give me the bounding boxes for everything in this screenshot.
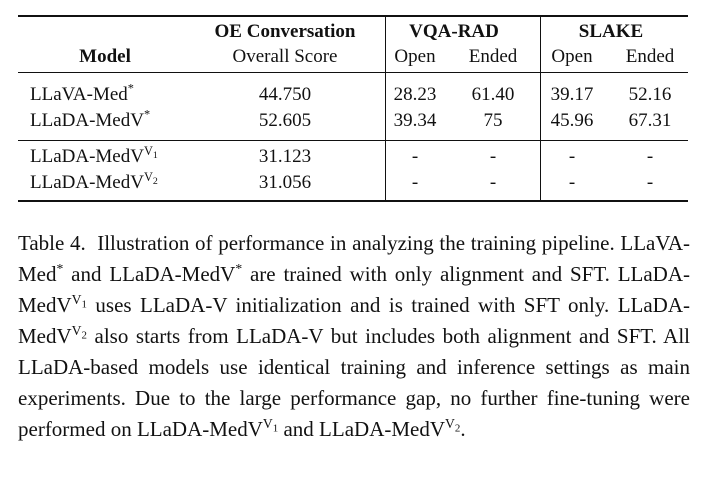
value-cell: 39.17: [550, 84, 594, 105]
caption-sup: V2: [71, 322, 87, 342]
caption-sub: 2: [81, 329, 87, 342]
model-sup: *: [127, 81, 134, 96]
value-cell: 31.123: [258, 146, 312, 167]
caption: Table 4. Illustration of performance in …: [18, 228, 690, 445]
group-rule: [18, 140, 688, 141]
value-cell: 67.31: [628, 110, 672, 131]
group-title: VQA-RAD: [409, 21, 499, 42]
column-rule: [385, 15, 386, 201]
model-cell: LLaDA-MedVV2: [30, 169, 158, 194]
model-cell: LLaVA-Med*: [30, 81, 134, 106]
caption-text: are trained with only alignment and SFT.…: [18, 262, 691, 317]
value-cell: -: [489, 172, 497, 193]
value-cell: -: [568, 146, 576, 167]
caption-sup: *: [56, 260, 64, 276]
model-sup: V1: [143, 143, 158, 161]
caption-sup: V1: [71, 291, 87, 311]
value-cell: -: [646, 146, 654, 167]
caption-text: and LLaDA-MedV: [278, 417, 446, 441]
column-header: Ended: [468, 46, 518, 67]
top-rule: [18, 15, 688, 17]
value-cell: -: [568, 172, 576, 193]
model-name: LLaDA-MedV: [30, 110, 144, 131]
value-cell: 61.40: [471, 84, 515, 105]
column-header: Ended: [625, 46, 675, 67]
column-header: Open: [394, 46, 436, 67]
value-cell: 44.750: [258, 84, 312, 105]
caption-sup: *: [235, 260, 243, 276]
caption-sub: 1: [81, 298, 87, 311]
bottom-rule: [18, 200, 688, 202]
caption-text: uses LLaDA-V initialization and is train…: [18, 293, 690, 348]
value-cell: -: [646, 172, 654, 193]
model-name: LLaDA-MedV: [30, 146, 144, 167]
header-rule: [18, 72, 688, 73]
model-sup: *: [143, 107, 151, 122]
value-cell: 75: [483, 110, 503, 131]
model-cell: LLaDA-MedV*: [30, 107, 151, 132]
caption-text: also starts from LLaDA-V but includes bo…: [18, 324, 690, 441]
column-header: Open: [551, 46, 593, 67]
caption-sub: 2: [454, 422, 461, 435]
group-title: OE Conversation: [214, 21, 356, 42]
caption-text: .: [460, 417, 466, 441]
value-cell: -: [411, 172, 419, 193]
caption-sup: V1: [262, 415, 279, 435]
model-cell: LLaDA-MedVV1: [30, 143, 158, 168]
caption-sub: 1: [272, 422, 279, 435]
model-sup: V2: [143, 169, 158, 187]
value-cell: 52.16: [628, 84, 672, 105]
table: Model OE Conversation Overall Score VQA-RA…: [0, 0, 705, 210]
caption-sup: V2: [445, 415, 461, 435]
value-cell: 28.23: [393, 84, 437, 105]
caption-label: Table 4.: [18, 231, 86, 255]
value-cell: -: [489, 146, 497, 167]
model-name: LLaVA-Med: [30, 84, 128, 105]
model-sub: 2: [152, 175, 158, 187]
value-cell: 39.34: [393, 110, 437, 131]
caption-text: and LLaDA-MedV: [63, 262, 236, 286]
value-cell: 45.96: [550, 110, 594, 131]
caption-text: Illustration of performance in analyzing…: [18, 231, 690, 286]
column-rule: [540, 15, 541, 201]
column-header: Overall Score: [232, 46, 338, 67]
model-sub: 1: [152, 149, 158, 161]
value-cell: 52.605: [258, 110, 312, 131]
model-name: LLaDA-MedV: [30, 172, 144, 193]
group-title: SLAKE: [578, 21, 644, 42]
value-cell: -: [411, 146, 419, 167]
model-header: Model: [79, 46, 131, 67]
value-cell: 31.056: [258, 172, 312, 193]
